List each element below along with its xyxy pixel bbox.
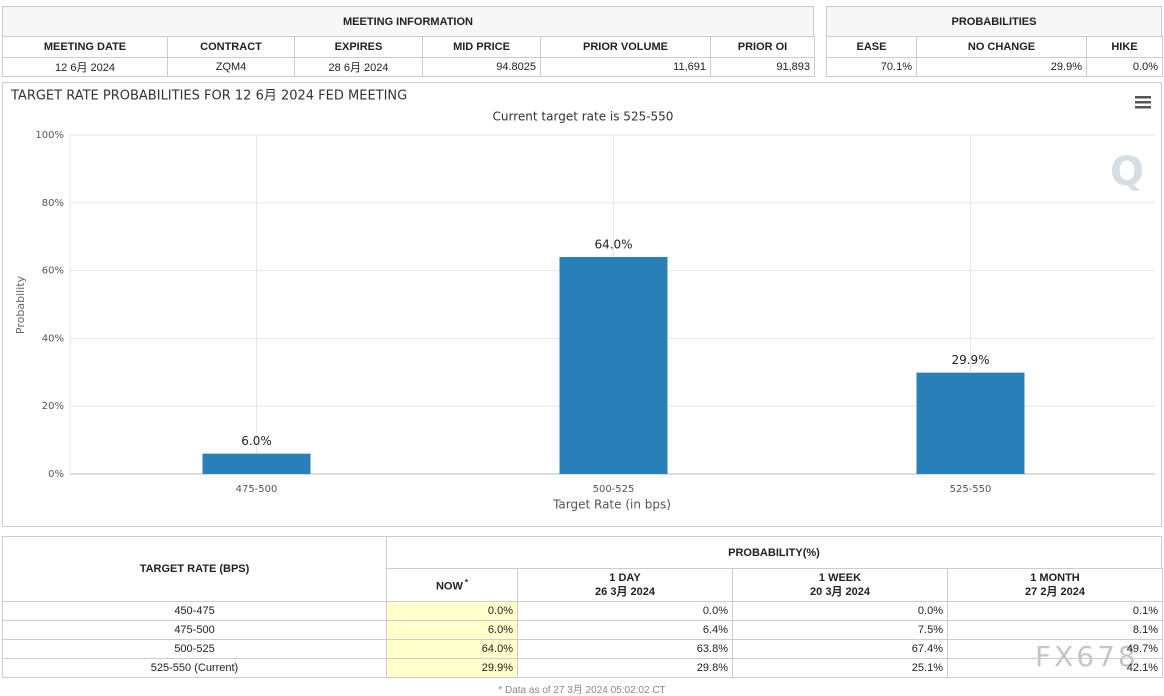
header-line: 1 WEEK: [819, 571, 861, 585]
table-cell: 0.0%: [517, 601, 733, 621]
column-header: HIKE: [1086, 36, 1163, 58]
column-header: EASE: [826, 36, 917, 58]
watermark: FX678: [1035, 640, 1139, 673]
y-tick-label: 20%: [42, 401, 64, 412]
y-tick-label: 60%: [42, 266, 64, 277]
data-label: 6.0%: [241, 434, 272, 448]
y-tick-label: 100%: [35, 130, 64, 141]
table-title: PROBABILITIES: [826, 6, 1162, 37]
column-header: NOW *: [386, 568, 518, 602]
header-label: 1 DAY: [609, 572, 641, 584]
chart: TARGET RATE PROBABILITIES FOR 12 6月 2024…: [2, 82, 1162, 527]
menu-bar: [1135, 106, 1151, 109]
column-header: CONTRACT: [167, 36, 295, 58]
data-label: 64.0%: [594, 238, 632, 252]
header-label: 1 WEEK: [818, 572, 862, 584]
table-cell: 29.9%: [916, 57, 1087, 77]
table-cell: 12 6月 2024: [2, 57, 168, 77]
table-cell: 29.9%: [386, 658, 518, 678]
x-tick-label: 475-500: [236, 484, 278, 495]
column-header: NO CHANGE: [916, 36, 1087, 58]
header-line: 1 DAY: [609, 571, 640, 585]
header-line: 27 2月 2024: [1025, 585, 1085, 599]
x-tick-label: 525-550: [950, 484, 992, 495]
header-note: *: [464, 578, 468, 588]
table-cell: 11,691: [540, 57, 711, 77]
table-cell: 25.1%: [732, 658, 948, 678]
x-tick-label: 500-525: [593, 484, 635, 495]
row-label: 500-525: [2, 639, 387, 659]
table-title: MEETING INFORMATION: [2, 6, 814, 37]
row-label: 450-475: [2, 601, 387, 621]
column-header: 1 MONTH 27 2月 2024: [947, 568, 1163, 602]
header-line: 26 3月 2024: [595, 585, 655, 599]
table-cell: 0.0%: [1086, 57, 1163, 77]
column-header: PRIOR VOLUME: [540, 36, 711, 58]
header-line: NOW *: [436, 576, 468, 594]
data-label: 29.9%: [951, 353, 989, 367]
table-cell: 67.4%: [732, 639, 948, 659]
menu-icon[interactable]: [1135, 96, 1151, 109]
row-label: 475-500: [2, 620, 387, 640]
table-title: PROBABILITY(%): [386, 536, 1162, 569]
table-cell: 94.8025: [422, 57, 541, 77]
y-tick-label: 0%: [48, 469, 64, 480]
menu-bar: [1135, 101, 1151, 104]
column-header: 1 DAY 26 3月 2024: [517, 568, 733, 602]
x-axis-title: Target Rate (in bps): [552, 498, 671, 512]
table-cell: 8.1%: [947, 620, 1163, 640]
column-header: PRIOR OI: [710, 36, 815, 58]
row-header-title: TARGET RATE (BPS): [2, 536, 387, 602]
table-cell: 91,893: [710, 57, 815, 77]
column-header: EXPIRES: [294, 36, 423, 58]
chart-subtitle: Current target rate is 525-550: [493, 110, 674, 124]
header-date: 20 3月 2024: [810, 586, 870, 598]
table-cell: 49.7%: [947, 639, 1163, 659]
menu-bar: [1135, 96, 1151, 99]
y-tick-label: 40%: [42, 333, 64, 344]
chart-title: TARGET RATE PROBABILITIES FOR 12 6月 2024…: [10, 89, 407, 104]
header-date: 26 3月 2024: [595, 586, 655, 598]
column-header: MEETING DATE: [2, 36, 168, 58]
y-tick-label: 80%: [42, 198, 64, 209]
table-cell: 0.0%: [732, 601, 948, 621]
header-line: 1 MONTH: [1030, 571, 1080, 585]
column-header: 1 WEEK 20 3月 2024: [732, 568, 948, 602]
bar: [916, 372, 1025, 474]
table-cell: 70.1%: [826, 57, 917, 77]
table-cell: ZQM4: [167, 57, 295, 77]
table-cell: 42.1%: [947, 658, 1163, 678]
table-cell: 6.4%: [517, 620, 733, 640]
table-cell: 0.1%: [947, 601, 1163, 621]
y-axis-title: Probability: [14, 275, 27, 334]
table-cell: 64.0%: [386, 639, 518, 659]
header-line: 20 3月 2024: [810, 585, 870, 599]
table-cell: 63.8%: [517, 639, 733, 659]
header-label: 1 MONTH: [1030, 572, 1080, 584]
table-cell: 29.8%: [517, 658, 733, 678]
row-label: 525-550 (Current): [2, 658, 387, 678]
table-cell: 0.0%: [386, 601, 518, 621]
bar: [202, 453, 311, 474]
table-cell: 7.5%: [732, 620, 948, 640]
bar: [559, 257, 668, 474]
logo: Q: [1110, 149, 1144, 195]
table-cell: 28 6月 2024: [294, 57, 423, 77]
header-label: NOW: [435, 580, 463, 593]
column-header: MID PRICE: [422, 36, 541, 58]
table-cell: 6.0%: [386, 620, 518, 640]
header-date: 27 2月 2024: [1025, 586, 1085, 598]
footnote: * Data as of 27 3月 2024 05:02:02 CT: [498, 685, 666, 696]
